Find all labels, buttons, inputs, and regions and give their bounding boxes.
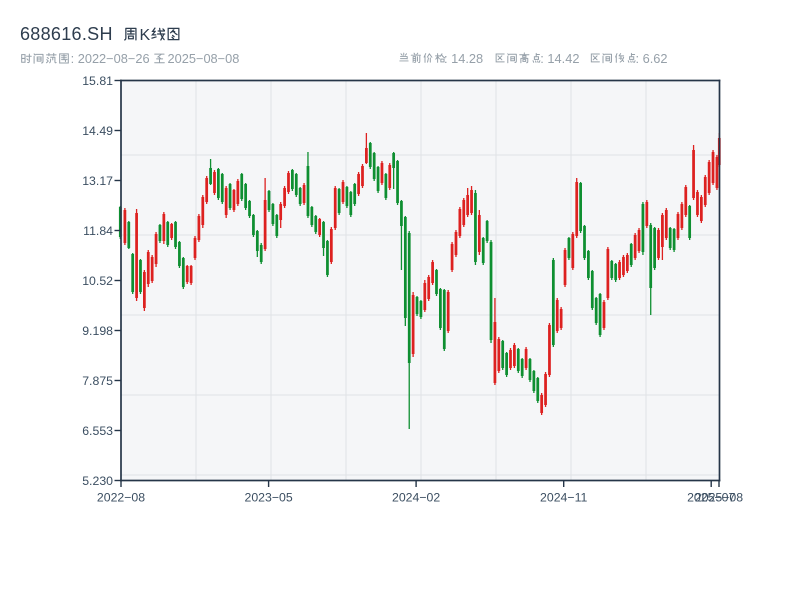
svg-text:13.17: 13.17 xyxy=(82,174,113,188)
svg-text:7.875: 7.875 xyxy=(82,374,113,388)
svg-text:10.52: 10.52 xyxy=(82,274,113,288)
svg-text:11.84: 11.84 xyxy=(83,224,113,238)
svg-text:688616.SH: 688616.SH xyxy=(20,24,113,44)
svg-text:: 6.62: : 6.62 xyxy=(636,51,668,66)
svg-text:2022−08: 2022−08 xyxy=(97,491,145,505)
svg-text:K: K xyxy=(140,27,151,44)
svg-text:: 14.42: : 14.42 xyxy=(540,51,579,66)
svg-text:: 14.28: : 14.28 xyxy=(444,51,483,66)
svg-text:15.81: 15.81 xyxy=(82,74,113,88)
svg-text:9.198: 9.198 xyxy=(82,324,113,338)
svg-text:2025−08−08: 2025−08−08 xyxy=(168,51,240,66)
svg-text:2025−08: 2025−08 xyxy=(695,491,743,505)
svg-text:14.49: 14.49 xyxy=(82,124,113,138)
svg-text:6.553: 6.553 xyxy=(82,424,113,438)
svg-text:2024−11: 2024−11 xyxy=(540,491,587,505)
svg-text:5.230: 5.230 xyxy=(82,474,113,488)
svg-text:: 2022−08−26: : 2022−08−26 xyxy=(71,51,150,66)
svg-text:2025−07: 2025−07 xyxy=(687,491,735,505)
svg-text:2023−05: 2023−05 xyxy=(244,491,292,505)
svg-text:2024−02: 2024−02 xyxy=(392,491,440,505)
